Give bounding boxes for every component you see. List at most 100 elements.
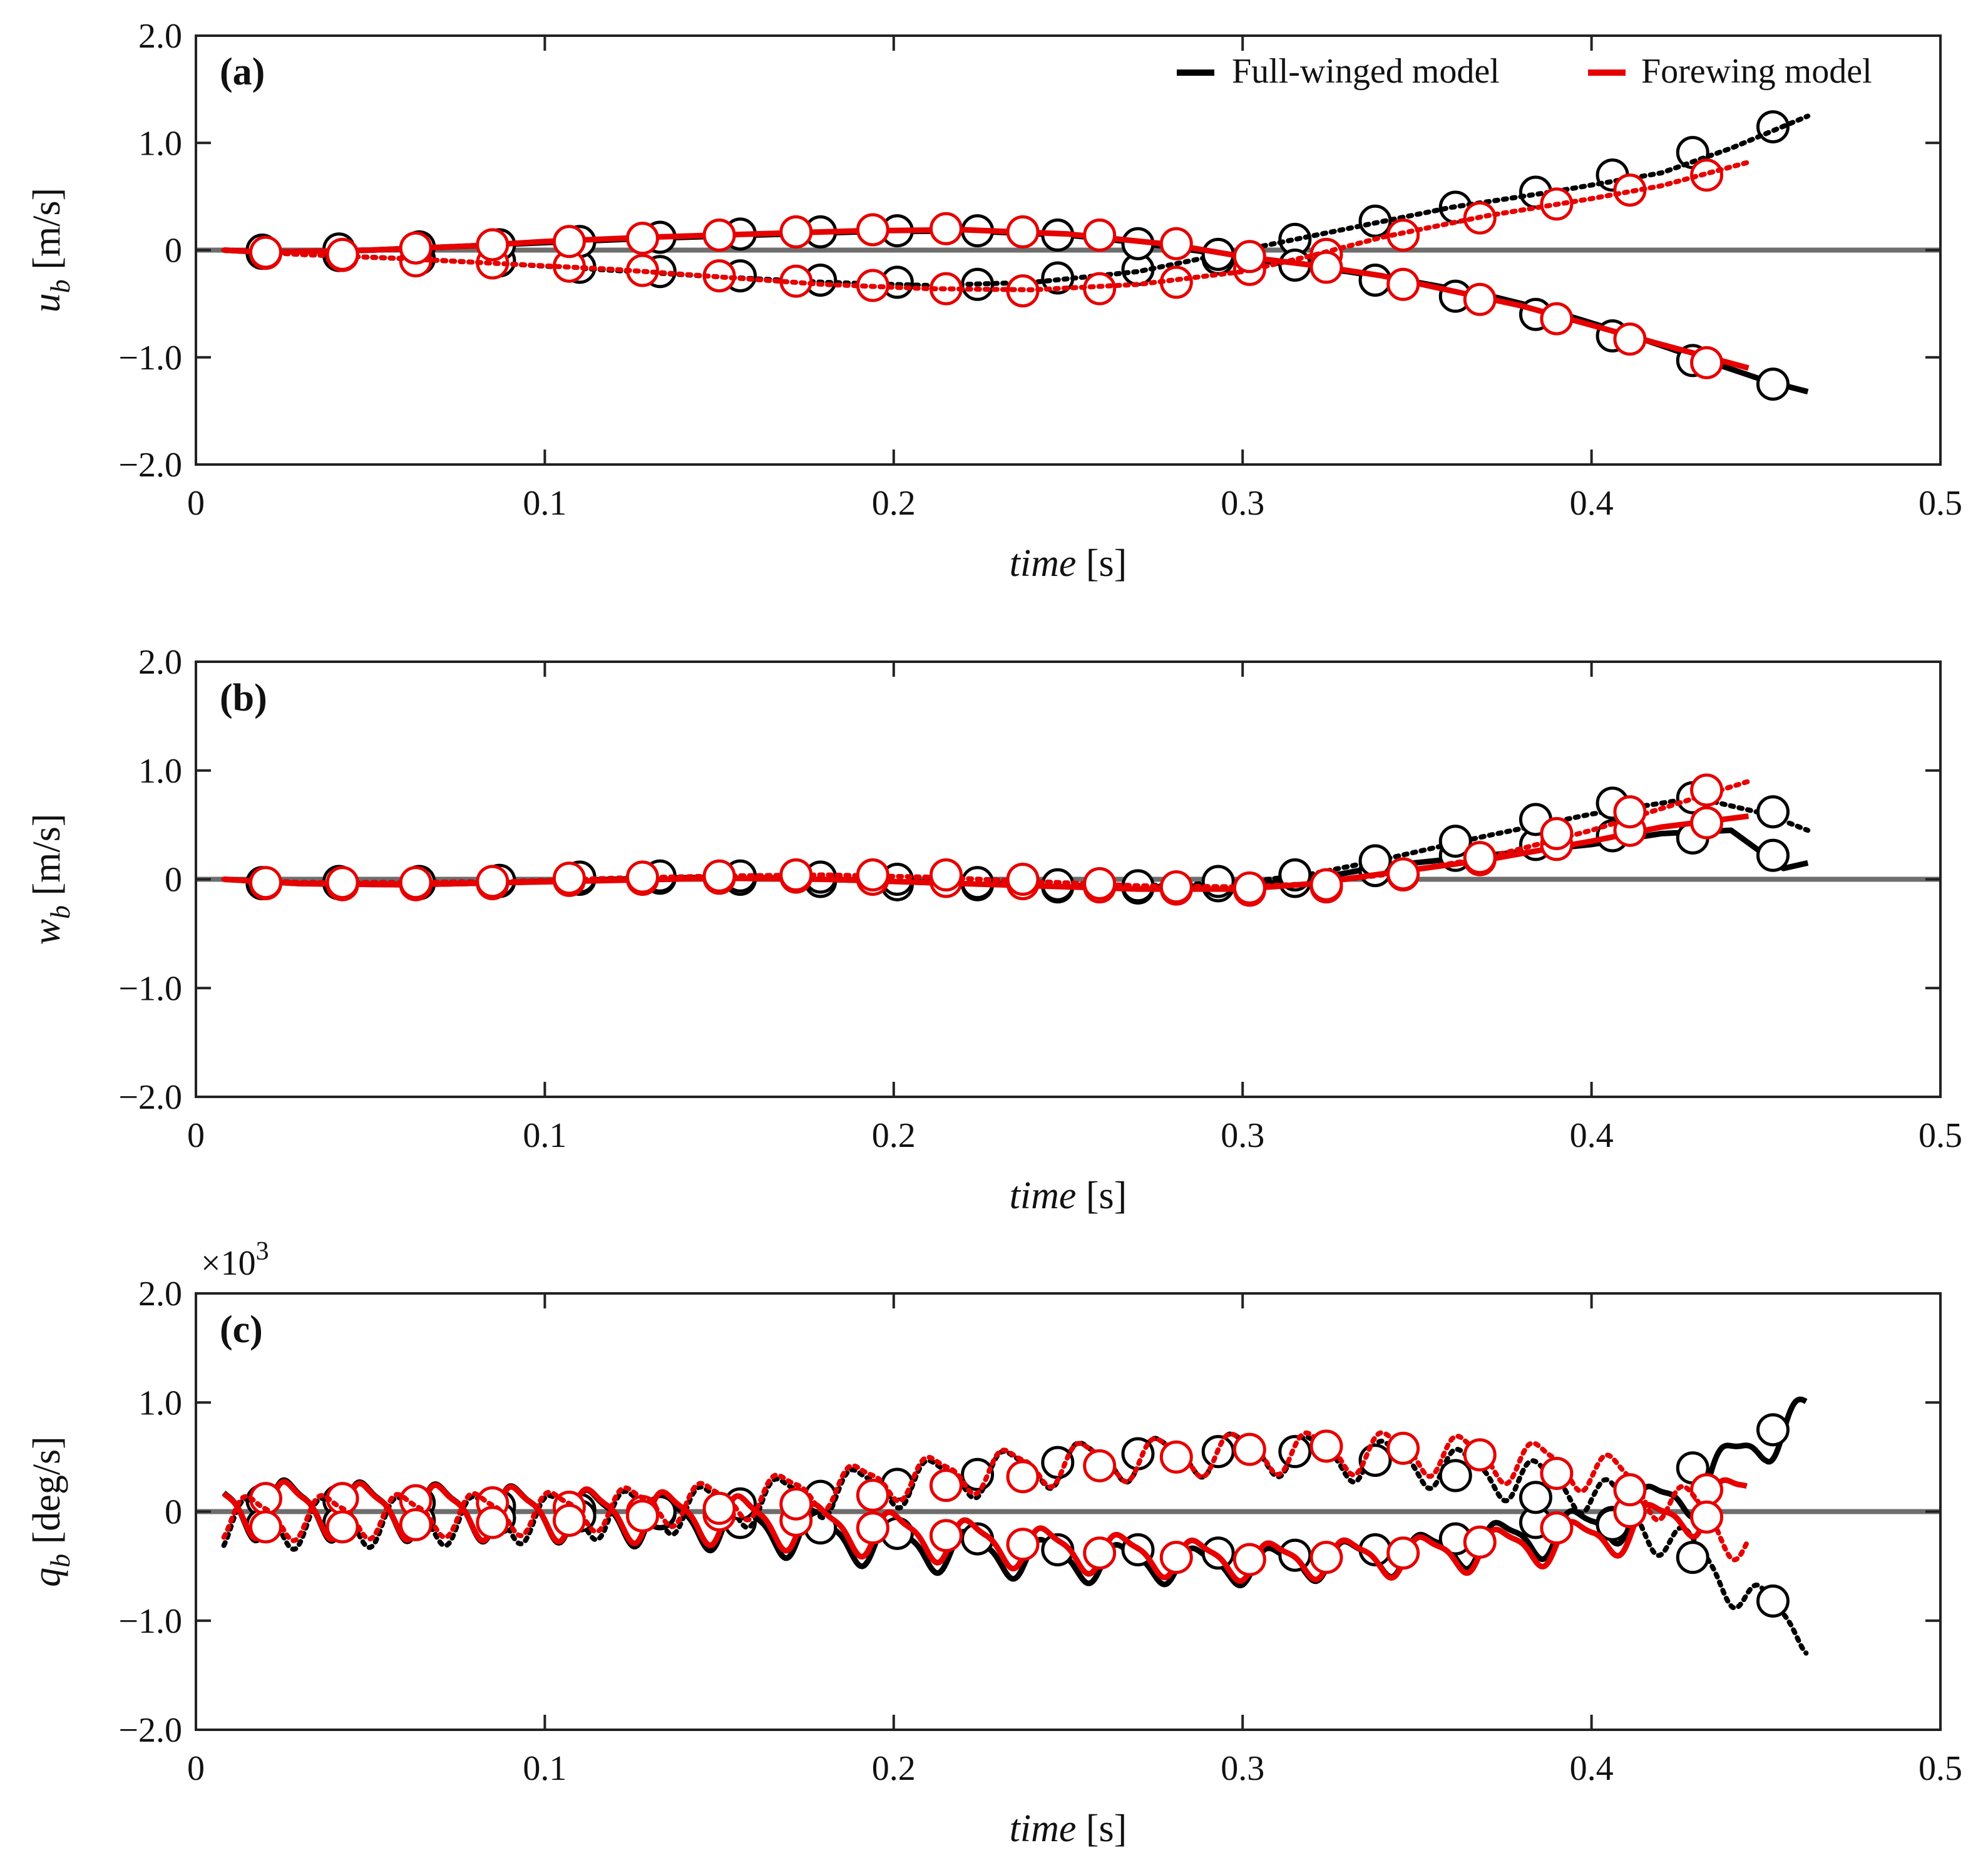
x-tick-label: 0.1 — [523, 484, 566, 523]
data-marker — [1756, 1584, 1790, 1618]
data-marker — [625, 222, 659, 255]
x-tick-label: 0.3 — [1221, 1749, 1264, 1788]
data-marker — [1358, 263, 1392, 297]
data-marker — [552, 1503, 586, 1537]
data-marker — [1159, 265, 1193, 299]
data-marker — [1756, 795, 1790, 829]
y-tick-label: −2.0 — [118, 446, 182, 485]
data-marker — [1463, 1525, 1497, 1559]
data-marker — [1083, 1449, 1117, 1482]
data-marker — [1309, 250, 1343, 284]
data-marker — [1159, 870, 1193, 904]
data-marker — [1232, 1543, 1266, 1576]
series-line-fore-dotted — [221, 160, 1751, 292]
data-marker — [1463, 1438, 1497, 1472]
x-axis-label: time [s] — [1010, 1807, 1127, 1850]
y-tick-label: −2.0 — [118, 1711, 182, 1750]
legend-label: Forewing model — [1641, 52, 1872, 91]
y-axis-label-symbol: u — [26, 293, 68, 312]
x-tick-label: 0.2 — [872, 484, 916, 523]
data-marker — [1463, 282, 1497, 316]
y-tick-label: 2.0 — [138, 643, 182, 682]
series-line-fore-dotted — [221, 1430, 1750, 1563]
series-group — [221, 1396, 1809, 1656]
data-marker — [1690, 773, 1724, 807]
y-axis-label: wb [m/s] — [26, 814, 76, 945]
x-axis-label-var: time — [1010, 1807, 1077, 1850]
data-marker — [248, 866, 282, 900]
data-marker — [1041, 1446, 1075, 1479]
y-axis-label-unit: [m/s] — [26, 814, 68, 905]
data-marker — [399, 866, 433, 900]
data-marker — [702, 859, 736, 893]
x-tick-label: 0.4 — [1570, 1116, 1614, 1155]
data-marker — [1083, 866, 1117, 900]
data-marker — [1309, 1541, 1343, 1575]
x-axis-label-var: time — [1010, 1174, 1077, 1217]
y-axis-label-subscript: b — [45, 279, 76, 293]
x-tick-label: 0.3 — [1221, 1116, 1264, 1155]
x-tick-label: 0 — [187, 1116, 205, 1155]
x-axis-label-unit: [s] — [1076, 542, 1127, 585]
data-marker — [325, 237, 359, 271]
panel-label: (b) — [220, 677, 267, 719]
data-marker — [1540, 1511, 1574, 1545]
data-marker — [702, 1491, 736, 1525]
x-tick-label: 0 — [187, 1749, 205, 1788]
data-marker — [1756, 1413, 1790, 1447]
y-axis-label-unit: [m/s] — [26, 188, 68, 279]
data-marker — [1540, 302, 1574, 336]
series-group — [221, 773, 1811, 907]
data-marker — [1006, 215, 1040, 249]
data-marker — [1159, 1541, 1193, 1575]
y-tick-label: 2.0 — [138, 1275, 182, 1313]
data-marker — [929, 1469, 963, 1503]
y-tick-label: 1.0 — [138, 752, 182, 791]
data-marker — [399, 1508, 433, 1541]
data-marker — [1386, 857, 1420, 891]
y-tick-label: 1.0 — [138, 1384, 182, 1422]
data-marker — [1159, 1440, 1193, 1474]
panel-c: 0 0.1 0.2 0.3 0.4 0.5 −2.0 −1.0 0 1.0 2.0 time [s] q… — [26, 1237, 1962, 1850]
x-axis-label-var: time — [1010, 542, 1077, 585]
y-tick-label: −1.0 — [118, 969, 182, 1008]
data-marker — [929, 858, 963, 892]
panel-label: (c) — [220, 1308, 263, 1351]
x-tick-label: 0.1 — [523, 1116, 566, 1155]
y-axis-label-unit: [deg/s] — [26, 1436, 68, 1554]
y-axis-multiplier: ×103 — [201, 1237, 269, 1283]
data-marker — [1358, 1444, 1392, 1477]
x-axis-label-unit: [s] — [1076, 1807, 1127, 1850]
data-marker — [1690, 1500, 1724, 1534]
legend-label: Full-winged model — [1232, 52, 1500, 91]
x-axis-label: time [s] — [1010, 542, 1127, 585]
data-marker — [325, 866, 359, 900]
data-marker — [702, 218, 736, 252]
panel-a: 0 0.1 0.2 0.3 0.4 0.5 −2.0 −1.0 0 1.0 2.0 time [s] u… — [26, 17, 1962, 585]
y-tick-label: −1.0 — [118, 1602, 182, 1641]
data-marker — [856, 1478, 889, 1512]
data-marker — [1232, 240, 1266, 274]
data-marker — [1309, 1429, 1343, 1463]
series-group — [221, 110, 1811, 401]
data-marker — [1690, 806, 1724, 840]
data-marker — [325, 1510, 359, 1544]
data-marker — [856, 1511, 889, 1545]
data-marker — [552, 225, 586, 259]
data-marker — [248, 235, 282, 269]
data-marker — [476, 865, 510, 898]
x-tick-label: 0.4 — [1570, 1749, 1614, 1788]
y-tick-label: 1.0 — [138, 124, 182, 163]
x-tick-label: 0.3 — [1221, 484, 1264, 523]
data-marker — [476, 228, 510, 262]
data-marker — [1159, 227, 1193, 260]
y-axis-label-subscript: b — [45, 1554, 76, 1568]
data-marker — [625, 1499, 659, 1533]
multiplier-base: ×10 — [201, 1244, 256, 1283]
series-line-fore-solid — [223, 227, 1750, 371]
multiplier-exponent: 3 — [256, 1237, 269, 1266]
data-marker — [1232, 871, 1266, 905]
x-tick-label: 0.2 — [872, 1749, 916, 1788]
data-marker — [399, 231, 433, 265]
